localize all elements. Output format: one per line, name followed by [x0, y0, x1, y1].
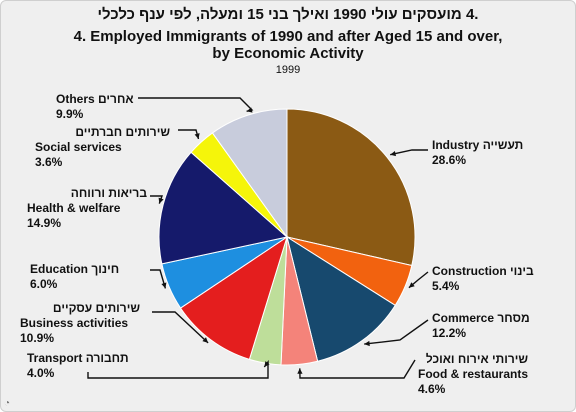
pie-slice-commerce	[286, 235, 396, 362]
leader-line	[152, 311, 209, 344]
leader-line	[138, 97, 254, 112]
label-transport: Transport תחבורה 4.0%	[27, 351, 129, 380]
label-education: Education חינוך 6.0%	[30, 262, 120, 291]
label-health-welfare: בריאות ורווחה Health & welfare 14.9%	[27, 186, 147, 230]
pie-slice-health-welfare	[158, 151, 289, 265]
label-industry: Industry תעשייה 28.6%	[432, 138, 524, 167]
logo-icon: ◔	[4, 398, 11, 409]
arrowhead	[194, 133, 200, 139]
arrowhead	[408, 282, 415, 288]
arrowhead	[390, 151, 396, 157]
leader-line	[150, 269, 167, 289]
arrowhead	[364, 340, 370, 347]
leader-line	[390, 149, 428, 156]
arrowhead	[202, 337, 209, 343]
leader-line	[364, 319, 429, 345]
label-social-services: שירותים חברתיים Social services 3.6%	[35, 125, 170, 169]
arrowhead	[158, 197, 164, 204]
title-english-line1: 4. Employed Immigrants of 1990 and after…	[73, 28, 503, 45]
title-hebrew: .4 מועסקים עולי 1990 ואילך בני 15 ומעלה,…	[97, 6, 479, 23]
arrowhead	[161, 282, 167, 289]
label-commerce: Commerce מסחר 12.2%	[432, 311, 530, 340]
leader-line	[299, 359, 416, 379]
arrowhead	[246, 107, 253, 113]
title-english-line2: by Economic Activity	[212, 45, 364, 62]
label-others: Others אחרים 9.9%	[56, 92, 134, 121]
arrowhead	[264, 361, 270, 367]
label-business-activities: שירותים עסקיים Business activities 10.9%	[20, 301, 140, 345]
chart-year: 1999	[275, 64, 301, 76]
arrowhead	[297, 368, 303, 374]
label-food-restaurants: שירותי אירוח ואוכל Food & restaurants 4.…	[418, 352, 529, 396]
label-construction: Construction בינוי 5.4%	[432, 264, 534, 293]
pie-slice-others	[211, 108, 288, 239]
pie-slice-business-activities	[179, 235, 288, 360]
pie-slice-industry	[286, 108, 416, 267]
